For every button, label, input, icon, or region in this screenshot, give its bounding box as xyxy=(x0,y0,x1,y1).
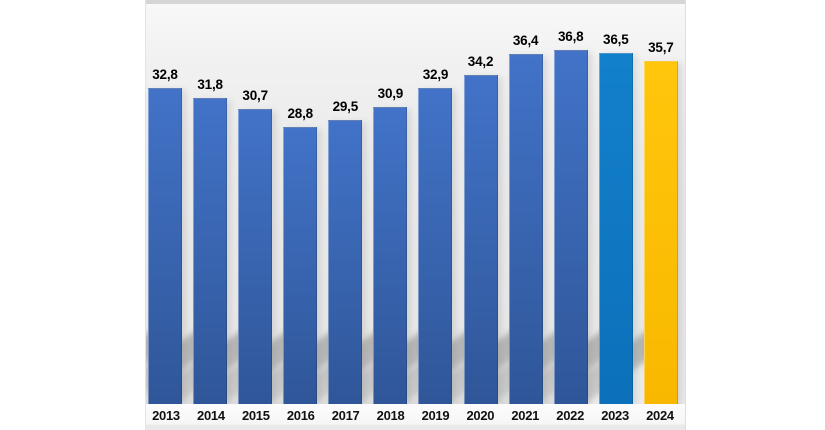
bar-value-label: 36,5 xyxy=(603,32,629,47)
chart-panel: 32,8 31,8 30,7 28,8 29,5 30,9 32,9 34,2 36,4 36,8… xyxy=(145,0,686,430)
x-axis-label-2014: 2014 xyxy=(197,408,225,423)
x-axis-label-2023: 2023 xyxy=(601,408,629,423)
bar-2023 xyxy=(598,53,633,404)
bar-column-2015: 30,7 xyxy=(146,0,273,430)
bar-column-2014: 31,8 xyxy=(146,0,228,430)
bar-value-label: 36,8 xyxy=(557,29,584,44)
bar-column-2022: 36,8 xyxy=(398,0,588,430)
x-axis-label-2020: 2020 xyxy=(466,408,495,423)
bar-2013 xyxy=(148,88,182,404)
x-axis-label-2018: 2018 xyxy=(376,408,405,423)
bar-plot-area: 32,8 31,8 30,7 28,8 29,5 30,9 32,9 34,2 36,4 36,8… xyxy=(146,0,678,430)
x-axis-label-2013: 2013 xyxy=(152,408,180,423)
x-axis: 2013 2014 2015 2016 2017 2018 2019 2020 2021 2022… xyxy=(146,404,685,430)
bar-value-label: 31,8 xyxy=(197,77,223,92)
bar-2020 xyxy=(463,75,498,404)
bar-2016 xyxy=(283,127,318,404)
bar-column-2024: 35,7 xyxy=(488,0,678,430)
bar-column-2019: 32,9 xyxy=(263,0,453,430)
bar-2018 xyxy=(373,107,408,404)
bar-column-2018: 30,9 xyxy=(217,0,408,430)
bar-column-2023: 36,5 xyxy=(443,0,633,430)
bar-2024 xyxy=(643,61,678,404)
panel-top-border xyxy=(146,0,685,4)
bar-2014 xyxy=(193,98,228,404)
x-axis-label-2022: 2022 xyxy=(556,408,585,423)
bar-value-label: 30,9 xyxy=(377,86,404,101)
x-axis-label-2015: 2015 xyxy=(241,408,270,423)
bar-column-2021: 36,4 xyxy=(353,0,543,430)
x-axis-label-2021: 2021 xyxy=(511,408,540,423)
bar-2019 xyxy=(418,88,453,404)
bar-value-label: 32,9 xyxy=(422,67,449,82)
bar-column-2017: 29,5 xyxy=(172,0,363,430)
bar-column-2016: 28,8 xyxy=(146,0,318,430)
bar-column-2020: 34,2 xyxy=(308,0,498,430)
bar-value-label: 34,2 xyxy=(467,54,494,69)
bar-2017 xyxy=(328,120,363,404)
x-axis-label-2017: 2017 xyxy=(331,408,360,423)
x-axis-label-2019: 2019 xyxy=(421,408,450,423)
bar-2015 xyxy=(238,109,273,404)
bar-2021 xyxy=(508,54,543,404)
bar-value-label: 29,5 xyxy=(332,99,359,114)
bar-2022 xyxy=(553,50,588,404)
bar-value-label: 30,7 xyxy=(242,88,268,103)
x-axis-label-2016: 2016 xyxy=(286,408,315,423)
x-axis-label-2024: 2024 xyxy=(646,408,674,423)
bar-value-label: 36,4 xyxy=(512,33,539,48)
bar-value-label: 28,8 xyxy=(287,106,313,121)
bar-value-label: 35,7 xyxy=(648,40,674,55)
bar-column-2013: 32,8 xyxy=(146,0,182,430)
bar-value-label: 32,8 xyxy=(152,67,178,82)
